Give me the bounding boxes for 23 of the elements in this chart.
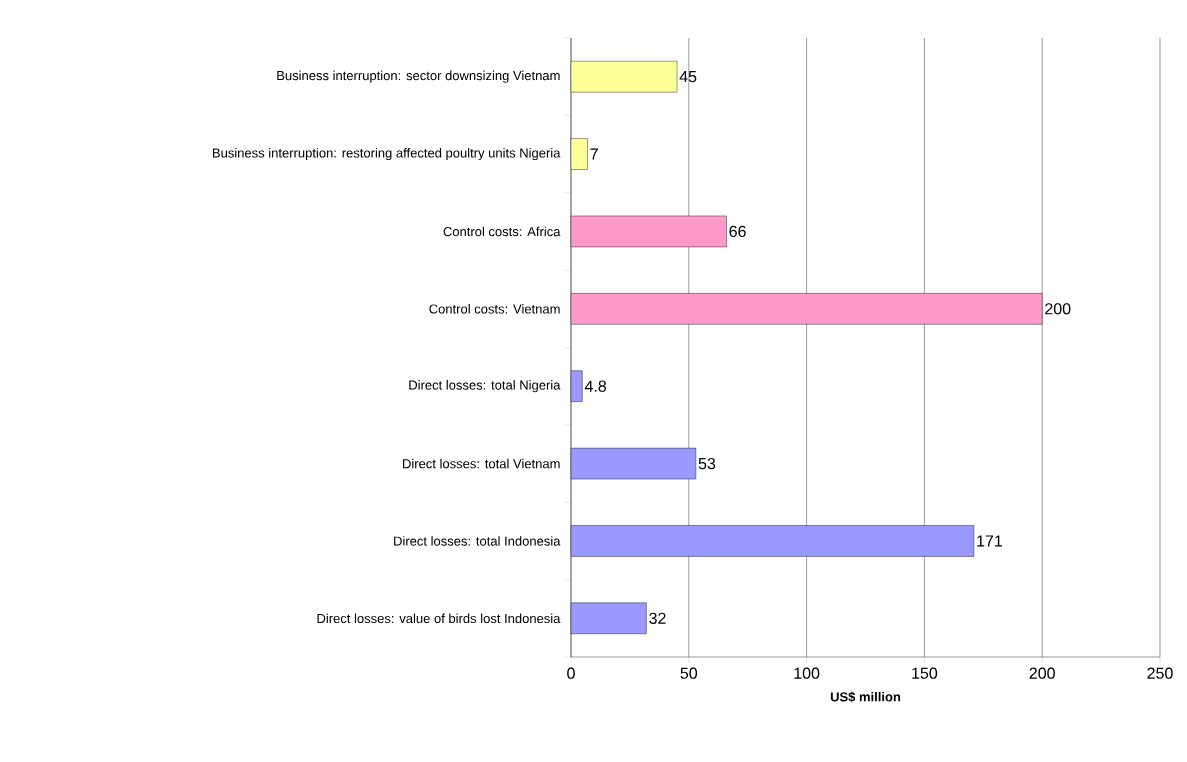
x-tick-label: 0 bbox=[567, 667, 575, 679]
data-label: 66 bbox=[729, 225, 746, 238]
data-label: 200 bbox=[1045, 303, 1071, 315]
data-label: 4.8 bbox=[584, 380, 607, 392]
x-tick-label: 50 bbox=[680, 667, 698, 679]
y-tick-label: Direct losses: total Nigeria bbox=[409, 380, 561, 393]
y-tick-label: Business interruption: sector downsizing Vietnam bbox=[277, 70, 560, 83]
data-label: 7 bbox=[590, 148, 598, 160]
y-tick-label: Direct losses: value of birds lost Indonesia bbox=[317, 613, 561, 624]
y-tick-label: Business interruption: restoring affected poultry units Nigeria bbox=[213, 148, 561, 161]
y-tick-label: Direct losses: total Vietnam bbox=[403, 458, 560, 469]
data-label: 32 bbox=[649, 612, 666, 624]
x-tick-label: 200 bbox=[1029, 667, 1055, 679]
y-tick-label: Direct losses: total Indonesia bbox=[394, 536, 561, 546]
x-axis-title: US$ million bbox=[830, 691, 901, 703]
x-tick-label: 250 bbox=[1147, 667, 1173, 679]
data-label: 45 bbox=[679, 71, 697, 83]
x-tick-label: 150 bbox=[912, 667, 938, 679]
data-label: 171 bbox=[977, 535, 1002, 547]
y-tick-label: Control costs: Africa bbox=[443, 226, 561, 237]
x-tick-label: 100 bbox=[794, 667, 820, 679]
data-label: 53 bbox=[698, 457, 716, 470]
y-tick-label: Control costs: Vietnam bbox=[429, 304, 560, 314]
